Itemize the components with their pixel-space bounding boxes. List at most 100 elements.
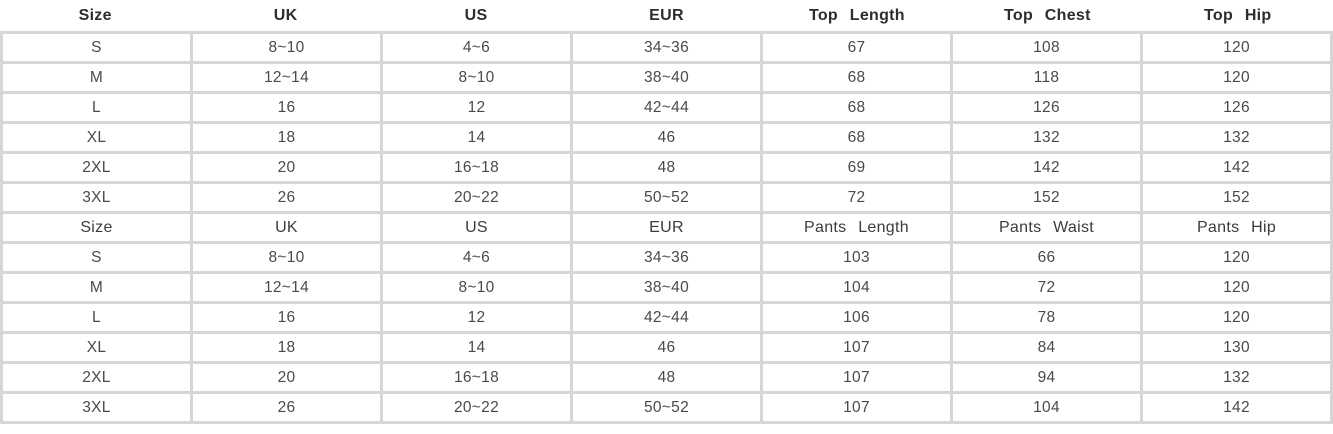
column-header-top-hip: Top Hip: [1204, 6, 1272, 24]
table-cell: 94: [950, 361, 1143, 394]
size-grid-table: S 8~10 4~6 34~36 67 108 120 M 12~14 8~10 38~40 68 11…: [0, 31, 1333, 424]
table-cell: 2XL: [0, 151, 193, 184]
table-cell: 107: [760, 331, 953, 364]
table-cell: 120: [1140, 241, 1333, 274]
table-cell: 3XL: [0, 181, 193, 214]
section-header-cell: Pants Length: [760, 211, 953, 244]
column-header-eur: EUR: [649, 6, 684, 24]
pants-size-row-3xl: 3XL 26 20~22 50~52 107 104 142: [0, 391, 1333, 424]
table-cell: 126: [950, 91, 1143, 124]
table-cell: 152: [1140, 181, 1333, 214]
table-cell: XL: [0, 121, 193, 154]
table-cell: L: [0, 301, 193, 334]
section-header-cell: US: [380, 211, 573, 244]
table-cell: 104: [950, 391, 1143, 424]
table-cell: 12: [380, 301, 573, 334]
table-cell: 14: [380, 121, 573, 154]
table-cell: 12~14: [190, 61, 383, 94]
section-header-cell: Pants Hip: [1140, 211, 1333, 244]
table-cell: 8~10: [380, 271, 573, 304]
table-cell: 104: [760, 271, 953, 304]
column-header-top-length: Top Length: [808, 6, 905, 24]
table-cell: 84: [950, 331, 1143, 364]
table-cell: 46: [570, 331, 763, 364]
table-cell: 107: [760, 391, 953, 424]
table-cell: 108: [950, 31, 1143, 64]
table-cell: 8~10: [190, 241, 383, 274]
column-header-row: Size UK US EUR Top Length Top Chest Top Hip: [0, 0, 1333, 31]
pants-size-row-l: L 16 12 42~44 106 78 120: [0, 301, 1333, 334]
size-grid-body: S 8~10 4~6 34~36 67 108 120 M 12~14 8~10 38~40 68 11…: [0, 31, 1333, 424]
table-cell: 12~14: [190, 271, 383, 304]
pants-size-row-2xl: 2XL 20 16~18 48 107 94 132: [0, 361, 1333, 394]
table-cell: 8~10: [190, 31, 383, 64]
table-cell: 42~44: [570, 301, 763, 334]
table-cell: 50~52: [570, 391, 763, 424]
table-cell: 120: [1140, 301, 1333, 334]
table-cell: 20~22: [380, 391, 573, 424]
table-cell: M: [0, 271, 193, 304]
table-cell: 42~44: [570, 91, 763, 124]
table-cell: 126: [1140, 91, 1333, 124]
table-cell: 4~6: [380, 241, 573, 274]
table-cell: 72: [950, 271, 1143, 304]
table-cell: 20: [190, 151, 383, 184]
table-cell: 72: [760, 181, 953, 214]
table-cell: 68: [760, 91, 953, 124]
pants-section-header-row: Size UK US EUR Pants Length Pants Waist Pants …: [0, 211, 1333, 244]
pants-size-row-m: M 12~14 8~10 38~40 104 72 120: [0, 271, 1333, 304]
section-header-cell: UK: [190, 211, 383, 244]
table-cell: 34~36: [570, 31, 763, 64]
table-cell: 46: [570, 121, 763, 154]
table-cell: 18: [190, 331, 383, 364]
top-size-row-s: S 8~10 4~6 34~36 67 108 120: [0, 31, 1333, 64]
table-cell: 69: [760, 151, 953, 184]
pants-size-row-s: S 8~10 4~6 34~36 103 66 120: [0, 241, 1333, 274]
table-cell: 130: [1140, 331, 1333, 364]
table-cell: S: [0, 241, 193, 274]
table-cell: 16: [190, 91, 383, 124]
table-cell: 50~52: [570, 181, 763, 214]
section-header-cell: EUR: [570, 211, 763, 244]
table-cell: 38~40: [570, 271, 763, 304]
table-cell: 26: [190, 181, 383, 214]
table-cell: 132: [1140, 121, 1333, 154]
table-cell: 16~18: [380, 361, 573, 394]
table-cell: 48: [570, 151, 763, 184]
table-cell: 68: [760, 121, 953, 154]
table-cell: 118: [950, 61, 1143, 94]
table-cell: 103: [760, 241, 953, 274]
table-cell: 34~36: [570, 241, 763, 274]
table-cell: M: [0, 61, 193, 94]
pants-size-row-xl: XL 18 14 46 107 84 130: [0, 331, 1333, 364]
table-cell: 66: [950, 241, 1143, 274]
table-cell: 38~40: [570, 61, 763, 94]
column-header-us: US: [464, 6, 488, 24]
table-cell: 107: [760, 361, 953, 394]
table-cell: 20: [190, 361, 383, 394]
table-cell: 16~18: [380, 151, 573, 184]
top-size-row-3xl: 3XL 26 20~22 50~52 72 152 152: [0, 181, 1333, 214]
column-header-size: Size: [78, 6, 112, 24]
table-cell: 132: [1140, 361, 1333, 394]
table-cell: 26: [190, 391, 383, 424]
top-size-row-l: L 16 12 42~44 68 126 126: [0, 91, 1333, 124]
table-cell: 132: [950, 121, 1143, 154]
table-cell: 16: [190, 301, 383, 334]
column-header-top-chest: Top Chest: [1003, 6, 1091, 24]
section-header-cell: Size: [0, 211, 193, 244]
table-cell: 152: [950, 181, 1143, 214]
table-cell: 142: [950, 151, 1143, 184]
table-cell: 67: [760, 31, 953, 64]
table-cell: 48: [570, 361, 763, 394]
table-cell: 142: [1140, 391, 1333, 424]
table-cell: 120: [1140, 31, 1333, 64]
top-size-row-xl: XL 18 14 46 68 132 132: [0, 121, 1333, 154]
table-cell: 68: [760, 61, 953, 94]
top-size-row-m: M 12~14 8~10 38~40 68 118 120: [0, 61, 1333, 94]
section-header-cell: Pants Waist: [950, 211, 1143, 244]
table-cell: 12: [380, 91, 573, 124]
table-cell: 120: [1140, 61, 1333, 94]
table-cell: 3XL: [0, 391, 193, 424]
